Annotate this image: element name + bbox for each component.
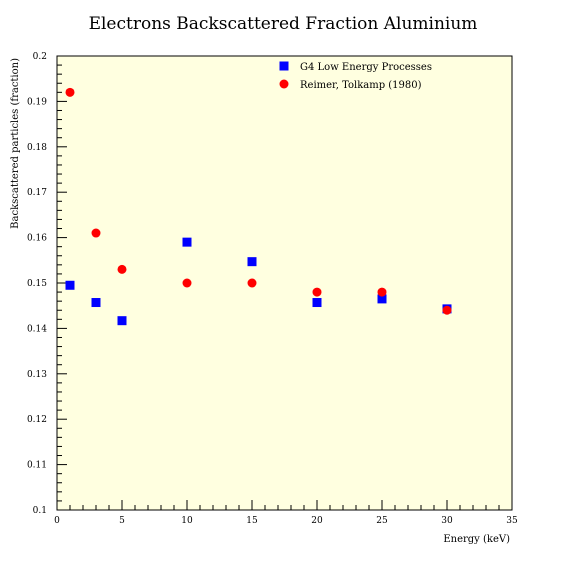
y-tick-label: 0.2 xyxy=(33,52,47,62)
series-1-point xyxy=(247,278,257,288)
y-tick-label: 0.12 xyxy=(27,415,47,425)
x-tick-label: 5 xyxy=(119,516,125,526)
x-tick-label: 20 xyxy=(311,516,323,526)
series-0-point xyxy=(65,280,75,290)
x-tick-label: 30 xyxy=(441,516,453,526)
series-1-point xyxy=(312,287,322,297)
y-tick-label: 0.1 xyxy=(33,506,47,516)
x-tick-label: 15 xyxy=(246,516,258,526)
series-1-point xyxy=(65,87,75,97)
series-0-point xyxy=(312,298,322,308)
y-tick-label: 0.14 xyxy=(27,324,47,334)
y-axis-label: Backscattered particles (fraction) xyxy=(10,58,21,229)
legend-label: Reimer, Tolkamp (1980) xyxy=(300,80,422,91)
y-tick-label: 0.16 xyxy=(27,234,47,244)
series-0-point xyxy=(247,257,257,267)
series-0-point xyxy=(182,237,192,247)
x-tick-label: 10 xyxy=(181,516,193,526)
y-axis-ticks: 0.1 0.11 0.12 0.13 0.14 0.15 0.16 0.17 0.18 0.19 0… xyxy=(27,52,67,516)
series-0-point xyxy=(377,294,387,304)
y-tick-label: 0.13 xyxy=(27,370,47,380)
y-tick-label: 0.11 xyxy=(27,461,47,471)
series-1-point xyxy=(442,305,452,315)
x-tick-label: 35 xyxy=(506,516,518,526)
legend-label: G4 Low Energy Processes xyxy=(300,62,432,73)
y-tick-label: 0.15 xyxy=(27,279,47,289)
series-1-point xyxy=(91,228,101,238)
chart-title: Electrons Backscattered Fraction Alumini… xyxy=(89,14,478,34)
legend: G4 Low Energy Processes Reimer, Tolkamp (… xyxy=(279,61,432,91)
plot-area xyxy=(56,55,513,511)
x-axis-ticks: 0 5 10 15 20 25 30 35 xyxy=(54,500,518,526)
data-markers xyxy=(65,87,452,326)
y-tick-label: 0.17 xyxy=(27,188,47,198)
series-0-point xyxy=(91,298,101,308)
x-tick-label: 0 xyxy=(54,516,60,526)
series-1-point xyxy=(182,278,192,288)
series-1-point xyxy=(117,264,127,274)
series-1-point xyxy=(377,287,387,297)
x-axis-label: Energy (keV) xyxy=(443,534,510,545)
legend-marker xyxy=(279,61,289,71)
legend-marker xyxy=(279,79,289,89)
series-0-point xyxy=(117,316,127,326)
x-tick-label: 25 xyxy=(376,516,388,526)
y-tick-label: 0.18 xyxy=(27,143,47,153)
y-tick-label: 0.19 xyxy=(27,97,47,107)
